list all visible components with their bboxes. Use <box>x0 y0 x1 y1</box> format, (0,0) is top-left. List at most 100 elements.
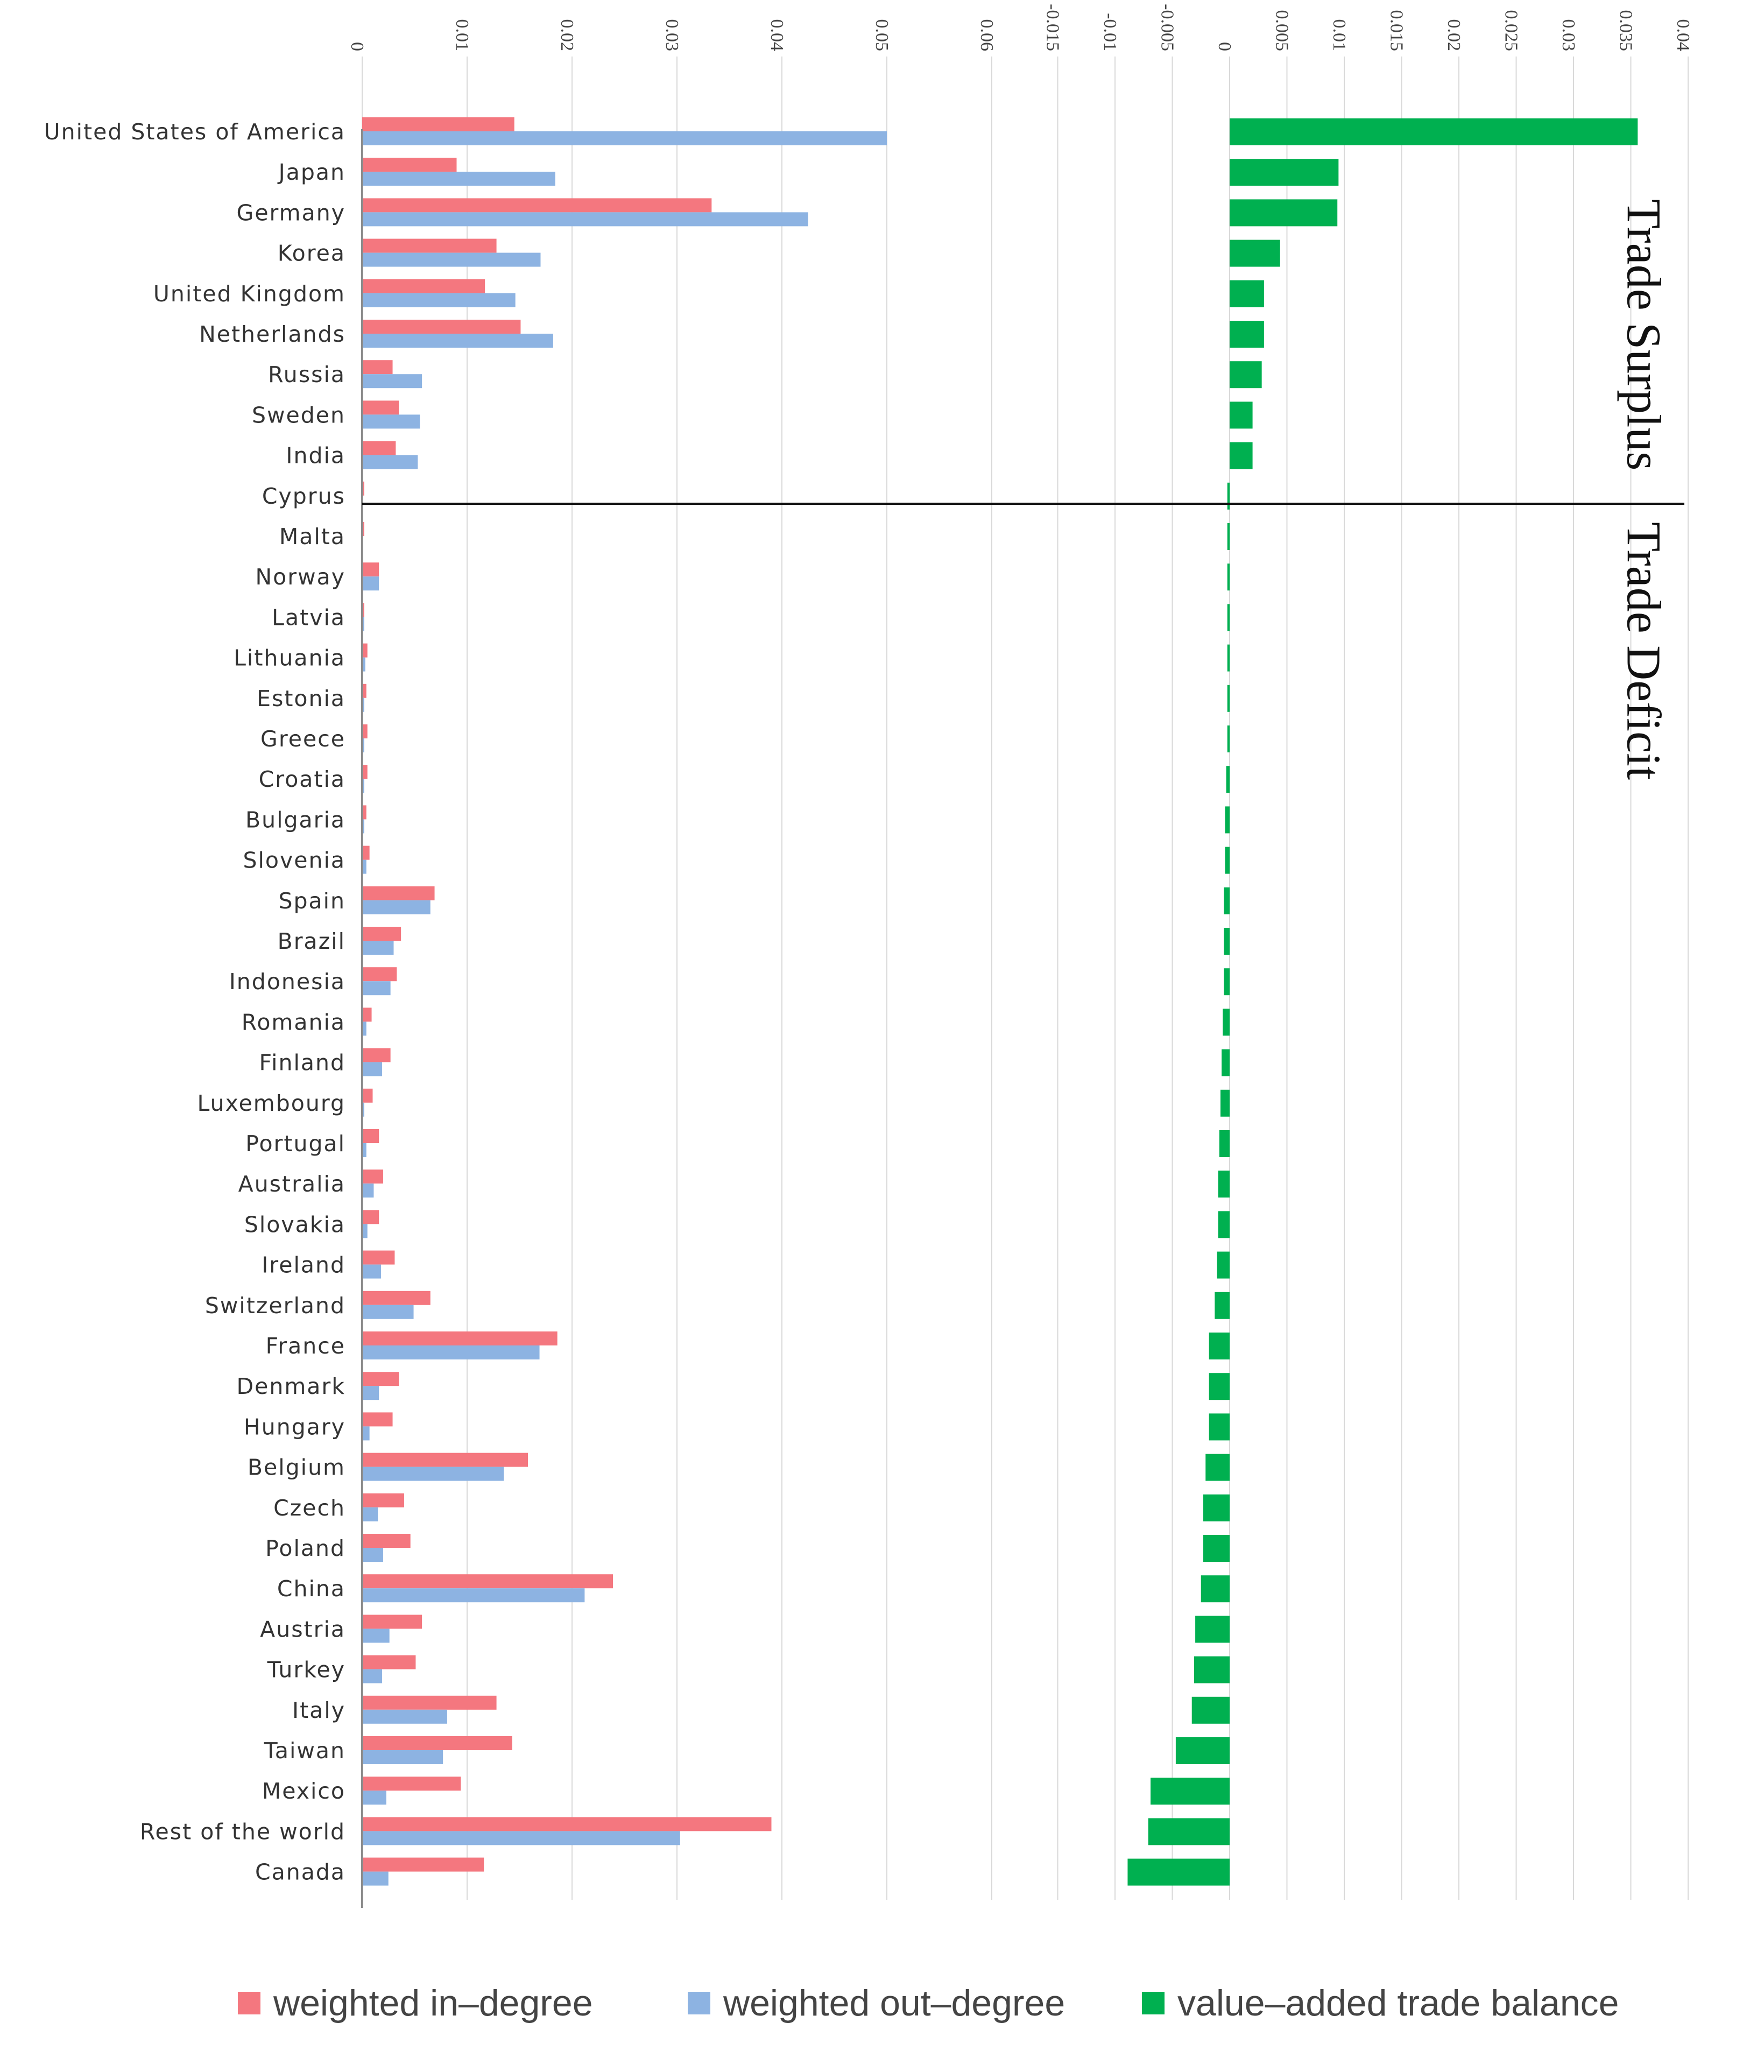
tick-labels: 0 0.01 0.02 0.03 0.04 0.05 0.06 -0.015 -0.01 -0.0… <box>347 4 1693 51</box>
right-tick-label: 0.03 <box>1558 19 1578 52</box>
trade-balance-bar-poland <box>1203 1535 1230 1562</box>
in-degree-bar-taiwan <box>362 1736 512 1750</box>
right-tick-label: -0.005 <box>1158 4 1177 51</box>
bars <box>362 117 1638 1886</box>
trade-deficit-label: Trade Deficit <box>1617 522 1670 780</box>
trade-balance-bar-spain <box>1224 887 1230 914</box>
in-degree-bar-japan <box>362 158 457 172</box>
axes <box>361 129 1684 1908</box>
in-degree-bar-brazil <box>362 927 401 941</box>
in-degree-bar-bulgaria <box>362 805 366 820</box>
out-degree-bar-turkey <box>362 1669 383 1683</box>
in-degree-bar-denmark <box>362 1372 399 1386</box>
legend-label-value-added-trade-balance: value–added trade balance <box>1177 1983 1619 2024</box>
category-label-finland: Finland <box>259 1050 345 1076</box>
trade-balance-bar-sweden <box>1230 401 1253 429</box>
category-label-spain: Spain <box>278 888 345 914</box>
region-annotations: Trade Surplus Trade Deficit <box>1617 199 1670 780</box>
trade-balance-bar-korea <box>1230 239 1280 267</box>
trade-balance-bar-denmark <box>1209 1373 1230 1400</box>
trade-balance-bar-czech <box>1203 1494 1230 1521</box>
category-label-denmark: Denmark <box>237 1373 345 1399</box>
category-labels: United States of America Japan Germany Kore… <box>44 119 345 1885</box>
trade-surplus-label: Trade Surplus <box>1617 199 1670 470</box>
trade-balance-bar-bulgaria <box>1225 806 1230 834</box>
trade-balance-bar-ireland <box>1217 1251 1230 1279</box>
in-degree-bar-switzerland <box>362 1291 431 1305</box>
trade-balance-bar-rest-of-the-world <box>1148 1818 1230 1845</box>
in-degree-bar-finland <box>362 1048 391 1062</box>
in-degree-bar-portugal <box>362 1129 379 1143</box>
in-degree-bar-turkey <box>362 1655 416 1669</box>
category-label-united-kingdom: United Kingdom <box>153 281 345 307</box>
right-tick-label: 0.02 <box>1444 19 1464 52</box>
in-degree-bar-slovenia <box>362 845 370 860</box>
left-tick-label: 0.05 <box>872 19 892 52</box>
trade-balance-bar-united-kingdom <box>1230 280 1264 307</box>
out-degree-bar-belgium <box>362 1467 504 1481</box>
in-degree-bar-spain <box>362 886 435 900</box>
trade-balance-bar-cyprus <box>1227 482 1230 510</box>
out-degree-bar-brazil <box>362 941 394 955</box>
category-label-japan: Japan <box>277 159 345 185</box>
right-tick-label: 0 <box>1215 42 1234 51</box>
in-degree-bar-united-states-of-america <box>362 117 514 131</box>
trade-balance-bar-japan <box>1230 159 1339 186</box>
trade-balance-bar-lithuania <box>1227 644 1230 672</box>
out-degree-bar-japan <box>362 172 555 186</box>
in-degree-bar-luxembourg <box>362 1088 373 1103</box>
in-degree-bar-france <box>362 1331 558 1345</box>
category-label-indonesia: Indonesia <box>229 969 345 995</box>
category-label-ireland: Ireland <box>262 1252 345 1278</box>
right-tick-label: -0.01 <box>1100 13 1120 51</box>
in-degree-bar-netherlands <box>362 320 521 334</box>
trade-balance-bar-mexico <box>1151 1778 1230 1805</box>
out-degree-bar-australia <box>362 1183 374 1198</box>
out-degree-bar-slovakia <box>362 1224 368 1238</box>
trade-balance-bar-australia <box>1218 1171 1230 1198</box>
out-degree-bar-czech <box>362 1507 378 1521</box>
trade-balance-bar-brazil <box>1224 928 1230 955</box>
right-tick-label: 0.005 <box>1272 10 1292 52</box>
category-label-sweden: Sweden <box>252 402 345 428</box>
right-tick-label: 0.025 <box>1501 10 1521 52</box>
right-tick-label: 0.015 <box>1387 10 1407 52</box>
in-degree-bar-hungary <box>362 1412 393 1427</box>
out-degree-bar-canada <box>362 1871 389 1886</box>
trade-balance-bar-latvia <box>1227 604 1230 631</box>
out-degree-bar-denmark <box>362 1386 379 1400</box>
trade-balance-bar-slovenia <box>1225 847 1230 874</box>
legend: weighted in–degree weighted out–degree val… <box>238 1983 1619 2024</box>
out-degree-bar-korea <box>362 252 541 267</box>
category-label-hungary: Hungary <box>244 1414 345 1440</box>
category-label-poland: Poland <box>265 1535 345 1561</box>
left-tick-label: 0 <box>347 42 367 51</box>
out-degree-bar-portugal <box>362 1143 366 1157</box>
in-degree-bar-czech <box>362 1493 404 1507</box>
category-label-lithuania: Lithuania <box>234 645 345 671</box>
category-label-korea: Korea <box>278 241 345 266</box>
trade-balance-bar-croatia <box>1226 766 1230 793</box>
in-degree-bar-belgium <box>362 1453 528 1467</box>
trade-balance-bar-hungary <box>1209 1413 1230 1441</box>
right-tick-label: 0.01 <box>1329 19 1349 52</box>
trade-balance-bar-china <box>1201 1575 1230 1603</box>
out-degree-bar-slovenia <box>362 859 366 874</box>
category-label-turkey: Turkey <box>267 1657 345 1683</box>
category-label-luxembourg: Luxembourg <box>197 1090 345 1116</box>
category-label-bulgaria: Bulgaria <box>245 807 345 833</box>
category-label-belgium: Belgium <box>248 1455 345 1481</box>
in-degree-bar-slovakia <box>362 1210 379 1224</box>
trade-balance-bar-malta <box>1227 523 1230 550</box>
trade-balance-bar-romania <box>1223 1009 1230 1036</box>
out-degree-bar-united-states-of-america <box>362 131 887 145</box>
trade-balance-bar-estonia <box>1227 685 1230 712</box>
out-degree-bar-lithuania <box>362 657 365 672</box>
category-label-malta: Malta <box>279 524 345 549</box>
in-degree-bar-italy <box>362 1695 497 1710</box>
gridlines <box>362 57 1689 1900</box>
category-label-rest-of-the-world: Rest of the world <box>140 1819 345 1844</box>
left-tick-label: 0.03 <box>662 19 682 52</box>
trade-balance-bar-finland <box>1222 1049 1230 1076</box>
out-degree-bar-rest-of-the-world <box>362 1831 680 1845</box>
